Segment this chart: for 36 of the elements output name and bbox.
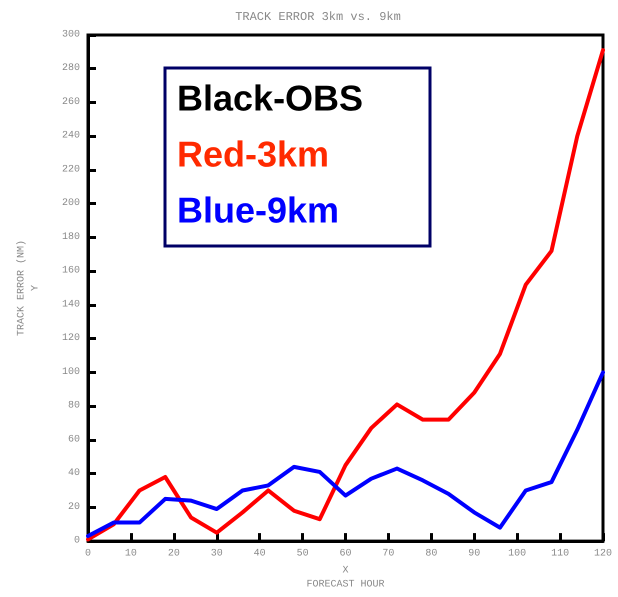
x-tick-label: 70 [382, 548, 394, 560]
chart-title: TRACK ERROR 3km vs. 9km [235, 10, 401, 24]
y-tick-label: 120 [62, 333, 80, 344]
x-tick-label: 90 [468, 548, 480, 560]
x-tick-label: 110 [551, 548, 570, 560]
x-tick-label: 0 [84, 548, 92, 560]
y-tick-label: 180 [62, 232, 80, 243]
y-tick-label: 220 [62, 164, 80, 176]
y-tick-label: 200 [62, 198, 80, 210]
y-tick-label: 280 [62, 63, 80, 74]
y-tick-label: 40 [68, 468, 80, 480]
x-tick-label: 50 [296, 548, 309, 560]
y-tick-label: 20 [68, 502, 80, 513]
x-axis-title: X FORECAST HOUR [306, 566, 385, 590]
y-tick-label: 240 [62, 130, 80, 142]
y-tick-label: 80 [68, 400, 80, 412]
annotation: Blue-9km [177, 190, 340, 230]
x-tick-label: 60 [339, 548, 352, 560]
y-tick-label: 160 [62, 266, 80, 277]
y-tick-label: 260 [62, 96, 80, 108]
x-tick-label: 10 [124, 548, 137, 560]
y-tick-label: 140 [62, 299, 80, 310]
line-series [86, 370, 605, 538]
x-tick-label: 40 [254, 548, 266, 560]
y-tick-label: 100 [62, 366, 80, 378]
y-tick-label: 0 [74, 536, 80, 547]
x-tick-label: 80 [425, 548, 438, 560]
x-tick-label: 100 [508, 548, 526, 560]
y-tick-label: 60 [68, 434, 80, 446]
annotation: Black-OBS [177, 78, 364, 118]
x-tick-label: 30 [210, 548, 223, 560]
x-tick-label: 120 [594, 548, 612, 560]
annotation: Red-3km [177, 134, 330, 174]
y-axis-title: TRACK ERROR (NM) Y [16, 240, 42, 336]
y-tick-label: 300 [62, 30, 80, 40]
x-tick-label: 20 [168, 548, 180, 560]
